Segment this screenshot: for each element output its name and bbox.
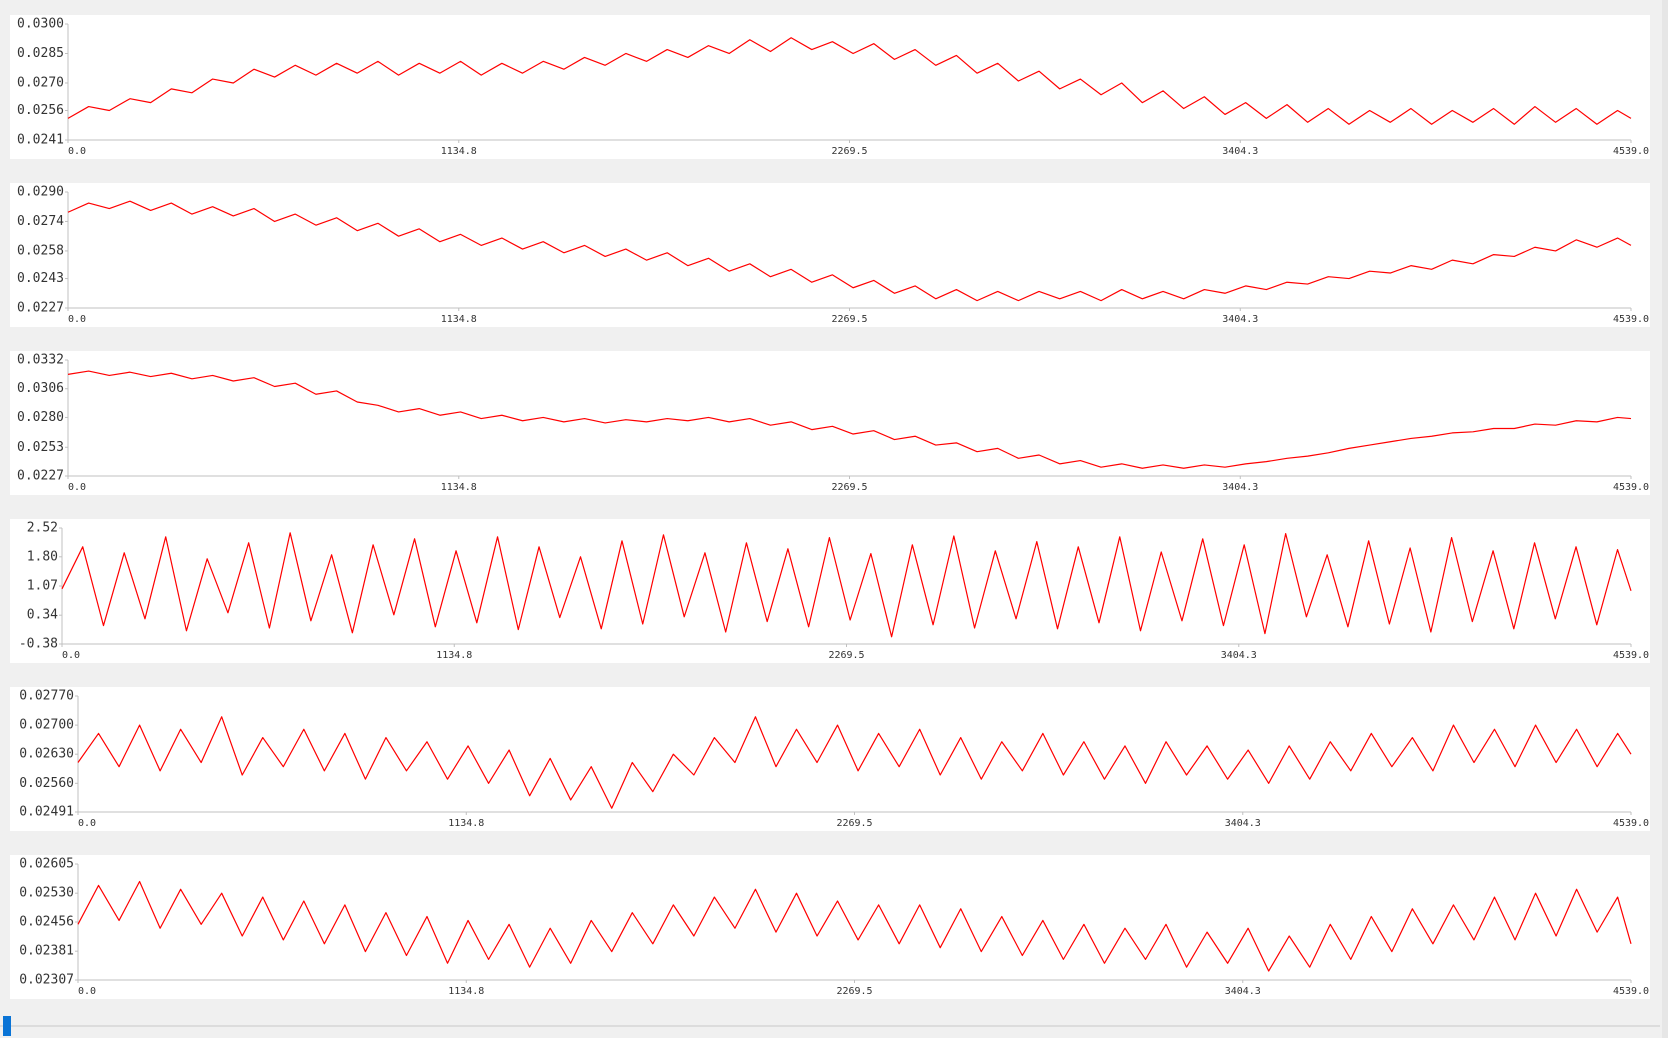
chart-panel: 0.02307 0.02381 0.02456 0.02530 0.02605 0.0 11…	[10, 855, 1650, 999]
panel-background	[10, 519, 1650, 663]
y-tick-label: 0.0270	[17, 75, 64, 90]
x-tick-label: 4539.0	[1613, 482, 1649, 493]
panel-background	[10, 687, 1650, 831]
x-tick-label: 0.0	[78, 986, 96, 997]
chart-panel: -0.38 0.34 1.07 1.80 2.52 0.0 1134.8 2269.5 3404…	[10, 519, 1650, 663]
y-tick-label: 0.02530	[19, 886, 74, 901]
y-tick-label: 0.0332	[17, 353, 64, 368]
chart-panel: 0.0241 0.0256 0.0270 0.0285 0.0300 0.0 1134.8 2…	[10, 15, 1650, 159]
x-tick-label: 3404.3	[1221, 650, 1257, 661]
y-tick-label: 0.0280	[17, 410, 64, 425]
signal-line	[61, 532, 1632, 638]
y-tick-label: 0.0290	[17, 185, 64, 200]
y-tick-label: 0.02560	[19, 776, 74, 791]
y-tick-label: 0.0227	[17, 469, 64, 484]
signal-line	[67, 37, 1632, 125]
x-tick-label: 0.0	[68, 146, 86, 157]
y-tick-label: 1.80	[27, 549, 58, 564]
y-tick-label: 0.02700	[19, 718, 74, 733]
x-tick-label: 2269.5	[831, 482, 867, 493]
signal-line	[67, 200, 1632, 302]
x-tick-label: 0.0	[68, 482, 86, 493]
x-tick-label: 3404.3	[1225, 818, 1261, 829]
y-tick-label: -0.38	[19, 637, 58, 652]
x-tick-label: 3404.3	[1222, 482, 1258, 493]
x-tick-label: 1134.8	[436, 650, 472, 661]
panel-background	[10, 351, 1650, 495]
x-tick-label: 2269.5	[831, 314, 867, 325]
x-tick-label: 4539.0	[1613, 146, 1649, 157]
y-tick-label: 0.0274	[17, 214, 64, 229]
x-tick-label: 0.0	[78, 818, 96, 829]
y-tick-label: 0.02307	[19, 973, 74, 988]
y-tick-label: 0.0306	[17, 381, 64, 396]
y-tick-label: 0.0253	[17, 440, 64, 455]
x-tick-label: 2269.5	[836, 986, 872, 997]
y-tick-label: 1.07	[27, 579, 58, 594]
x-tick-label: 2269.5	[836, 818, 872, 829]
y-tick-label: 0.02491	[19, 805, 74, 820]
x-tick-label: 4539.0	[1613, 314, 1649, 325]
x-tick-label: 4539.0	[1613, 650, 1649, 661]
x-tick-label: 1134.8	[441, 314, 477, 325]
x-tick-label: 1134.8	[441, 146, 477, 157]
signal-line	[77, 716, 1632, 809]
y-tick-label: 0.0227	[17, 301, 64, 316]
x-tick-label: 1134.8	[441, 482, 477, 493]
y-tick-label: 0.02605	[19, 857, 74, 872]
x-tick-label: 2269.5	[828, 650, 864, 661]
chart-panel: 0.02491 0.02560 0.02630 0.02700 0.02770 0.0 11…	[10, 687, 1650, 831]
side-panel-edge	[1662, 0, 1668, 1038]
chart-panel: 0.0227 0.0253 0.0280 0.0306 0.0332 0.0 1134.8 2…	[10, 351, 1650, 495]
x-tick-label: 3404.3	[1222, 314, 1258, 325]
x-tick-label: 0.0	[68, 314, 86, 325]
chart-panel: 0.0227 0.0243 0.0258 0.0274 0.0290 0.0 1134.8 2…	[10, 183, 1650, 327]
x-tick-label: 4539.0	[1613, 818, 1649, 829]
y-tick-label: 0.0256	[17, 103, 64, 118]
y-tick-label: 0.0241	[17, 133, 64, 148]
y-tick-label: 0.02381	[19, 944, 74, 959]
y-tick-label: 0.0243	[17, 271, 64, 286]
x-tick-label: 1134.8	[448, 818, 484, 829]
y-tick-label: 0.34	[27, 608, 58, 623]
signal-line	[67, 370, 1632, 469]
x-tick-label: 1134.8	[448, 986, 484, 997]
y-tick-label: 2.52	[27, 521, 58, 536]
y-tick-label: 0.02456	[19, 915, 74, 930]
y-tick-label: 0.0285	[17, 46, 64, 61]
x-tick-label: 3404.3	[1225, 986, 1261, 997]
x-tick-label: 4539.0	[1613, 986, 1649, 997]
panel-background	[10, 15, 1650, 159]
panel-background	[10, 855, 1650, 999]
y-tick-label: 0.0258	[17, 243, 64, 258]
signal-line	[77, 880, 1632, 972]
x-tick-label: 3404.3	[1222, 146, 1258, 157]
y-tick-label: 0.0300	[17, 17, 64, 32]
x-tick-label: 0.0	[62, 650, 80, 661]
x-tick-label: 2269.5	[831, 146, 867, 157]
panel-background	[10, 183, 1650, 327]
y-tick-label: 0.02630	[19, 747, 74, 762]
y-tick-label: 0.02770	[19, 689, 74, 704]
scrollbar-thumb[interactable]	[3, 1016, 11, 1036]
